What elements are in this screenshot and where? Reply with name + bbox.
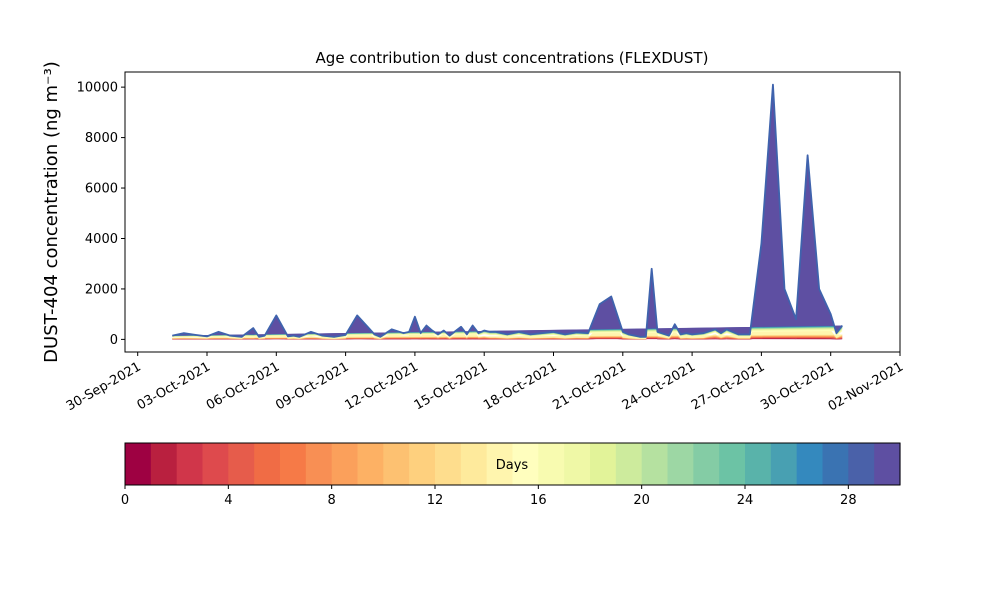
colorbar-segment — [615, 443, 643, 485]
age-band-24 — [172, 104, 843, 338]
colorbar-segment — [305, 443, 333, 485]
age-band-18 — [172, 141, 843, 338]
x-tick-label: 15-Oct-2021 — [412, 359, 490, 413]
colorbar-segment — [125, 443, 152, 485]
colorbar-segment — [383, 443, 410, 485]
y-tick-label: 6000 — [85, 182, 118, 197]
colorbar-segment — [512, 443, 539, 485]
plot-frame — [124, 71, 901, 353]
colorbar-segment — [280, 443, 307, 485]
y-tick-label: 0 — [110, 333, 118, 348]
colorbar-tick-label: 0 — [121, 493, 129, 508]
colorbar-segment — [254, 443, 281, 485]
colorbar-frame — [124, 442, 901, 486]
age-band-29 — [172, 84, 843, 338]
colorbar-segment — [564, 443, 591, 485]
x-tick-label: 30-Sep-2021 — [64, 359, 144, 414]
colorbar-tick-label: 4 — [224, 493, 232, 508]
colorbar-segment — [641, 443, 669, 485]
x-tick-label: 09-Oct-2021 — [273, 359, 351, 413]
colorbar-segment — [435, 443, 462, 485]
y-tick-label: 4000 — [85, 232, 118, 247]
colorbar-tick-label: 28 — [840, 493, 857, 508]
x-tick-label: 21-Oct-2021 — [550, 359, 628, 413]
age-band-27 — [172, 92, 843, 338]
colorbar-tick-label: 8 — [328, 493, 336, 508]
x-tick-label: 30-Oct-2021 — [758, 359, 836, 413]
age-band-16 — [172, 161, 843, 338]
x-tick-label: 12-Oct-2021 — [343, 359, 421, 413]
colorbar-segment — [538, 443, 565, 485]
age-band-28 — [172, 88, 843, 338]
x-tick-label: 02-Nov-2021 — [826, 359, 906, 414]
age-band-20 — [172, 126, 843, 338]
y-axis-label: DUST-404 concentration (ng m⁻³) — [41, 61, 62, 363]
colorbar-tick-label: 12 — [427, 493, 444, 508]
chart-title: Age contribution to dust concentrations … — [316, 49, 709, 67]
colorbar-segment — [176, 443, 204, 485]
x-tick-label: 24-Oct-2021 — [620, 359, 698, 413]
colorbar-segment — [667, 443, 694, 485]
colorbar-label: Days — [496, 458, 529, 473]
colorbar-segment — [719, 443, 746, 485]
age-band-21 — [172, 120, 843, 338]
colorbar-segment — [409, 443, 436, 485]
colorbar-segment — [202, 443, 229, 485]
x-tick-label: 03-Oct-2021 — [135, 359, 213, 413]
age-band-22 — [172, 114, 843, 338]
colorbar-tick-label: 20 — [633, 493, 650, 508]
colorbar: 0 4 8 12 16 20 24 28 — [121, 442, 901, 508]
colorbar-segment — [770, 443, 798, 485]
total-concentration-line — [172, 83, 843, 338]
age-band-25 — [172, 100, 843, 338]
age-band-26 — [172, 96, 843, 338]
colorbar-segment — [874, 443, 901, 485]
colorbar-segment — [745, 443, 772, 485]
x-tick-label: 06-Oct-2021 — [204, 359, 282, 413]
colorbar-segment — [150, 443, 178, 485]
x-tick-label: 18-Oct-2021 — [481, 359, 559, 413]
colorbar-tick-label: 24 — [737, 493, 754, 508]
age-band-15 — [172, 178, 843, 339]
y-tick-label: 8000 — [85, 131, 118, 146]
x-tick-label: 27-Oct-2021 — [689, 359, 767, 413]
colorbar-segment — [331, 443, 359, 485]
colorbar-segment — [460, 443, 488, 485]
age-band-17 — [172, 150, 843, 338]
colorbar-segment — [486, 443, 514, 485]
colorbar-segment — [822, 443, 849, 485]
colorbar-segment — [357, 443, 384, 485]
colorbar-segment — [228, 443, 255, 485]
colorbar-segment — [848, 443, 875, 485]
age-band-23 — [172, 109, 843, 338]
plot-area — [172, 83, 843, 340]
y-tick-label: 10000 — [77, 81, 118, 96]
colorbar-segment — [796, 443, 824, 485]
y-tick-label: 2000 — [85, 282, 118, 297]
age-band-19 — [172, 133, 843, 338]
colorbar-tick-label: 16 — [530, 493, 547, 508]
colorbar-segment — [693, 443, 720, 485]
colorbar-segment — [590, 443, 617, 485]
